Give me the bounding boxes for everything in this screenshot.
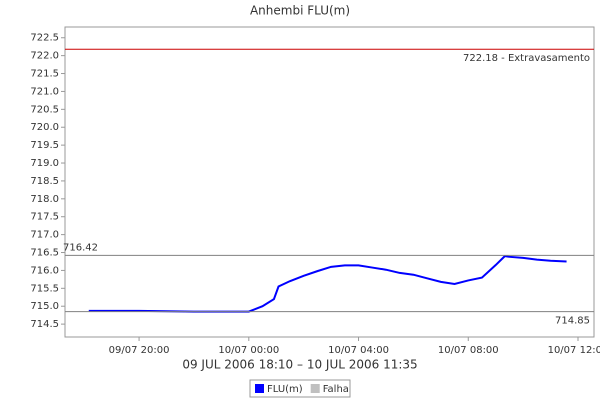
- legend: FLU(m) Falha: [249, 379, 351, 398]
- y-tick-label: 722.5: [30, 33, 59, 44]
- legend-box: [249, 379, 351, 398]
- reference-label: 716.42: [63, 242, 98, 253]
- y-tick-label: 718.0: [30, 194, 59, 205]
- y-tick-label: 715.0: [30, 301, 59, 312]
- y-tick-label: 716.5: [30, 248, 59, 259]
- legend-swatch: [310, 384, 320, 393]
- y-tick-label: 721.5: [30, 69, 59, 80]
- chart-title: Anhembi FLU(m): [250, 4, 350, 18]
- reference-label: 722.18 - Extravasamento: [463, 53, 590, 64]
- y-tick-label: 715.5: [30, 283, 59, 294]
- y-tick-label: 714.5: [30, 319, 59, 330]
- y-tick-label: 722.0: [30, 51, 59, 62]
- y-tick-label: 717.0: [30, 230, 59, 241]
- reference-label: 714.85: [555, 316, 590, 327]
- x-axis-label: 09 JUL 2006 18:10 – 10 JUL 2006 11:35: [182, 358, 417, 372]
- y-tick-label: 721.0: [30, 86, 59, 97]
- x-tick-label: 10/07 12:00: [548, 345, 600, 356]
- x-tick-label: 10/07 00:00: [218, 345, 279, 356]
- x-tick-label: 09/07 20:00: [109, 345, 170, 356]
- y-tick-label: 717.5: [30, 212, 59, 223]
- y-tick-label: 718.5: [30, 176, 59, 187]
- legend-swatch: [255, 384, 264, 393]
- y-tick-label: 719.5: [30, 140, 59, 151]
- y-tick-label: 720.0: [30, 122, 59, 133]
- x-tick-label: 10/07 08:00: [438, 345, 499, 356]
- legend-label: Falha: [323, 384, 349, 395]
- x-tick-label: 10/07 04:00: [328, 345, 389, 356]
- y-tick-label: 719.0: [30, 158, 59, 169]
- y-tick-label: 720.5: [30, 104, 59, 115]
- plot-area: [64, 26, 595, 338]
- legend-label: FLU(m): [267, 384, 303, 395]
- y-tick-label: 716.0: [30, 265, 59, 276]
